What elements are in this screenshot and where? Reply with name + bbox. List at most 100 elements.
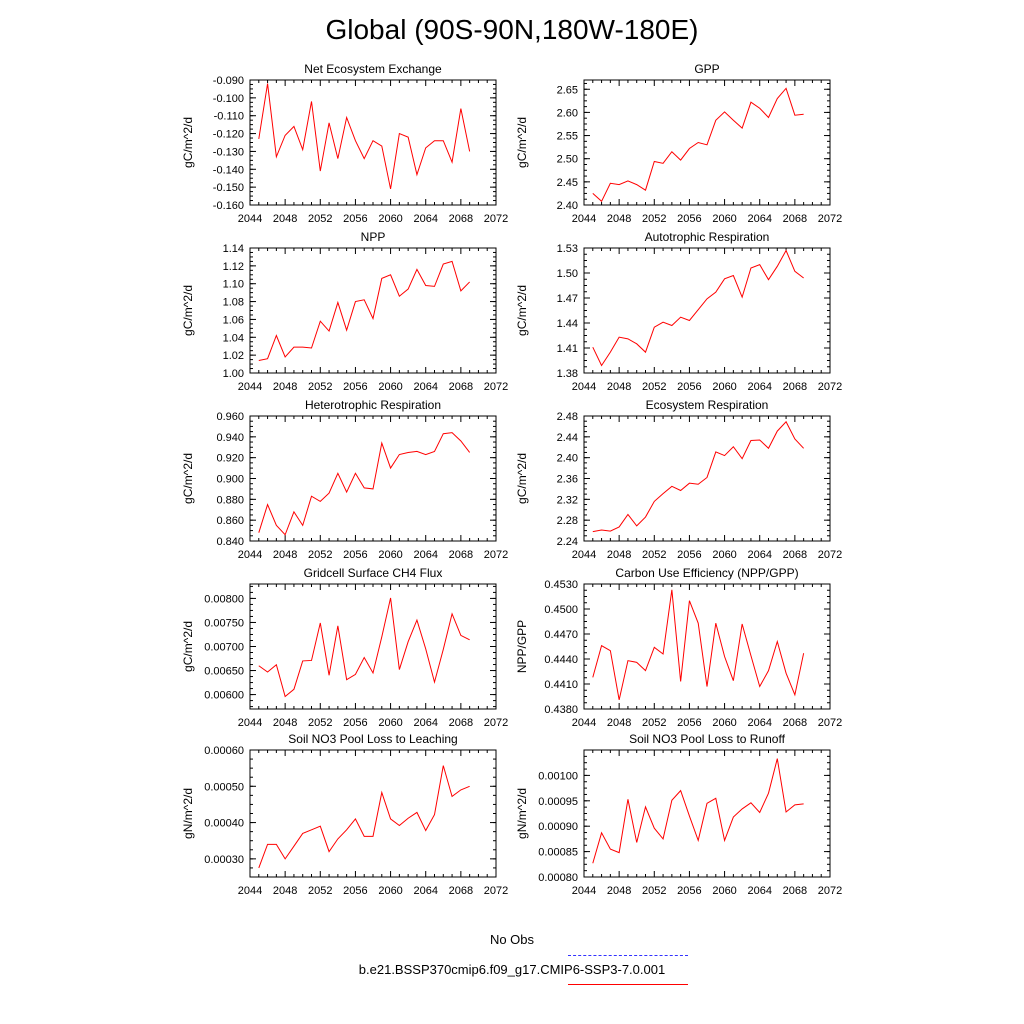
series-line <box>258 765 470 869</box>
x-tick-label: 2048 <box>607 717 631 729</box>
chart-title: Gridcell Surface CH4 Flux <box>304 566 443 580</box>
x-tick-label: 2068 <box>449 381 473 393</box>
y-tick-label: 1.06 <box>223 314 244 326</box>
x-tick-label: 2056 <box>677 549 701 561</box>
y-axis-label: gC/m^2/d <box>515 117 529 168</box>
x-tick-label: 2056 <box>343 885 367 897</box>
x-tick-label: 2060 <box>712 717 736 729</box>
series-line <box>592 87 804 203</box>
x-tick-label: 2068 <box>449 213 473 225</box>
y-tick-label: 0.00650 <box>204 666 244 678</box>
y-tick-label: 0.4440 <box>544 654 578 666</box>
x-tick-label: 2060 <box>378 549 402 561</box>
x-tick-label: 2052 <box>308 717 332 729</box>
page-title: Global (90S-90N,180W-180E) <box>325 14 699 45</box>
series-line <box>258 260 470 361</box>
x-tick-label: 2072 <box>484 717 508 729</box>
y-tick-label: 0.840 <box>216 536 244 548</box>
series-line <box>592 589 805 700</box>
x-tick-label: 2072 <box>818 549 842 561</box>
y-tick-label: -0.140 <box>213 164 244 176</box>
plot-frame <box>249 415 497 542</box>
x-tick-label: 2068 <box>449 885 473 897</box>
x-tick-label: 2048 <box>273 549 297 561</box>
chart-title: Soil NO3 Pool Loss to Leaching <box>288 732 457 746</box>
y-tick-label: 1.04 <box>223 332 244 344</box>
x-tick-label: 2044 <box>572 213 596 225</box>
y-tick-label: 1.50 <box>557 268 578 280</box>
y-tick-label: 2.36 <box>557 474 578 486</box>
chart-autotrophic-respiration: Autotrophic Respiration gC/m^2/d 2044 2048 2… <box>515 230 842 393</box>
x-tick-label: 2052 <box>308 885 332 897</box>
y-tick-label: 2.48 <box>557 411 578 423</box>
legend-swatch-model <box>568 984 688 985</box>
y-tick-label: 2.45 <box>557 177 578 189</box>
y-tick-label: 2.65 <box>557 84 578 96</box>
x-tick-label: 2052 <box>642 381 666 393</box>
x-tick-label: 2060 <box>378 885 402 897</box>
series-line <box>258 432 471 536</box>
x-tick-label: 2060 <box>378 213 402 225</box>
chart-ecosystem-respiration: Ecosystem Respiration gC/m^2/d 2044 2048 205… <box>515 398 842 561</box>
x-tick-label: 2044 <box>572 381 596 393</box>
y-tick-label: 0.00750 <box>204 617 244 629</box>
x-tick-label: 2068 <box>783 549 807 561</box>
y-tick-label: 0.00600 <box>204 690 244 702</box>
y-tick-label: 0.860 <box>216 515 244 527</box>
y-tick-label: 0.4500 <box>544 604 578 616</box>
y-tick-label: -0.150 <box>213 182 244 194</box>
y-tick-label: 0.00100 <box>538 770 578 782</box>
y-tick-label: 0.880 <box>216 494 244 506</box>
x-tick-label: 2072 <box>484 213 508 225</box>
chart-gpp: GPP gC/m^2/d 2044 2048 2052 2056 2060 2064 2068 2… <box>515 62 842 225</box>
x-tick-label: 2044 <box>238 381 262 393</box>
chart-title: Carbon Use Efficiency (NPP/GPP) <box>615 566 798 580</box>
y-tick-label: 0.00080 <box>538 872 578 884</box>
x-tick-label: 2056 <box>343 381 367 393</box>
x-tick-label: 2044 <box>238 885 262 897</box>
legend-label-model: b.e21.BSSP370cmip6.f09_g17.CMIP6-SSP3-7.… <box>358 962 666 977</box>
x-tick-label: 2060 <box>378 381 402 393</box>
x-tick-label: 2044 <box>572 549 596 561</box>
x-tick-label: 2068 <box>449 549 473 561</box>
y-tick-label: -0.100 <box>213 93 244 105</box>
y-tick-label: -0.120 <box>213 129 244 141</box>
x-tick-label: 2072 <box>818 381 842 393</box>
x-tick-label: 2052 <box>642 213 666 225</box>
x-tick-label: 2072 <box>818 717 842 729</box>
x-tick-label: 2052 <box>308 549 332 561</box>
y-axis-label: NPP/GPP <box>515 620 529 673</box>
y-tick-label: 0.960 <box>216 411 244 423</box>
y-tick-label: 1.12 <box>223 261 244 273</box>
x-tick-label: 2048 <box>273 717 297 729</box>
x-tick-label: 2068 <box>783 381 807 393</box>
x-tick-label: 2044 <box>238 549 262 561</box>
y-axis-label: gC/m^2/d <box>181 285 195 336</box>
x-tick-label: 2056 <box>343 717 367 729</box>
y-tick-label: 0.4530 <box>544 579 578 591</box>
x-tick-label: 2052 <box>308 213 332 225</box>
plot-frame <box>249 583 497 710</box>
plot-frame <box>249 749 497 878</box>
y-tick-label: 0.00030 <box>204 854 244 866</box>
x-tick-label: 2068 <box>449 717 473 729</box>
y-tick-label: 1.38 <box>557 368 578 380</box>
chart-title: Net Ecosystem Exchange <box>304 62 442 76</box>
x-tick-label: 2056 <box>677 885 701 897</box>
x-tick-label: 2072 <box>818 885 842 897</box>
chart-title: Autotrophic Respiration <box>645 230 770 244</box>
y-tick-label: 2.55 <box>557 131 578 143</box>
x-tick-label: 2056 <box>677 213 701 225</box>
y-tick-label: 0.4380 <box>544 704 578 716</box>
x-tick-label: 2052 <box>642 549 666 561</box>
x-tick-label: 2056 <box>343 549 367 561</box>
y-tick-label: 0.00800 <box>204 593 244 605</box>
y-tick-label: 0.940 <box>216 432 244 444</box>
plot-frame <box>583 749 831 878</box>
y-tick-label: 2.40 <box>557 200 578 212</box>
x-tick-label: 2052 <box>642 717 666 729</box>
series-line <box>258 83 471 190</box>
y-tick-label: -0.130 <box>213 146 244 158</box>
chart-title: Heterotrophic Respiration <box>305 398 441 412</box>
x-tick-label: 2060 <box>712 549 736 561</box>
